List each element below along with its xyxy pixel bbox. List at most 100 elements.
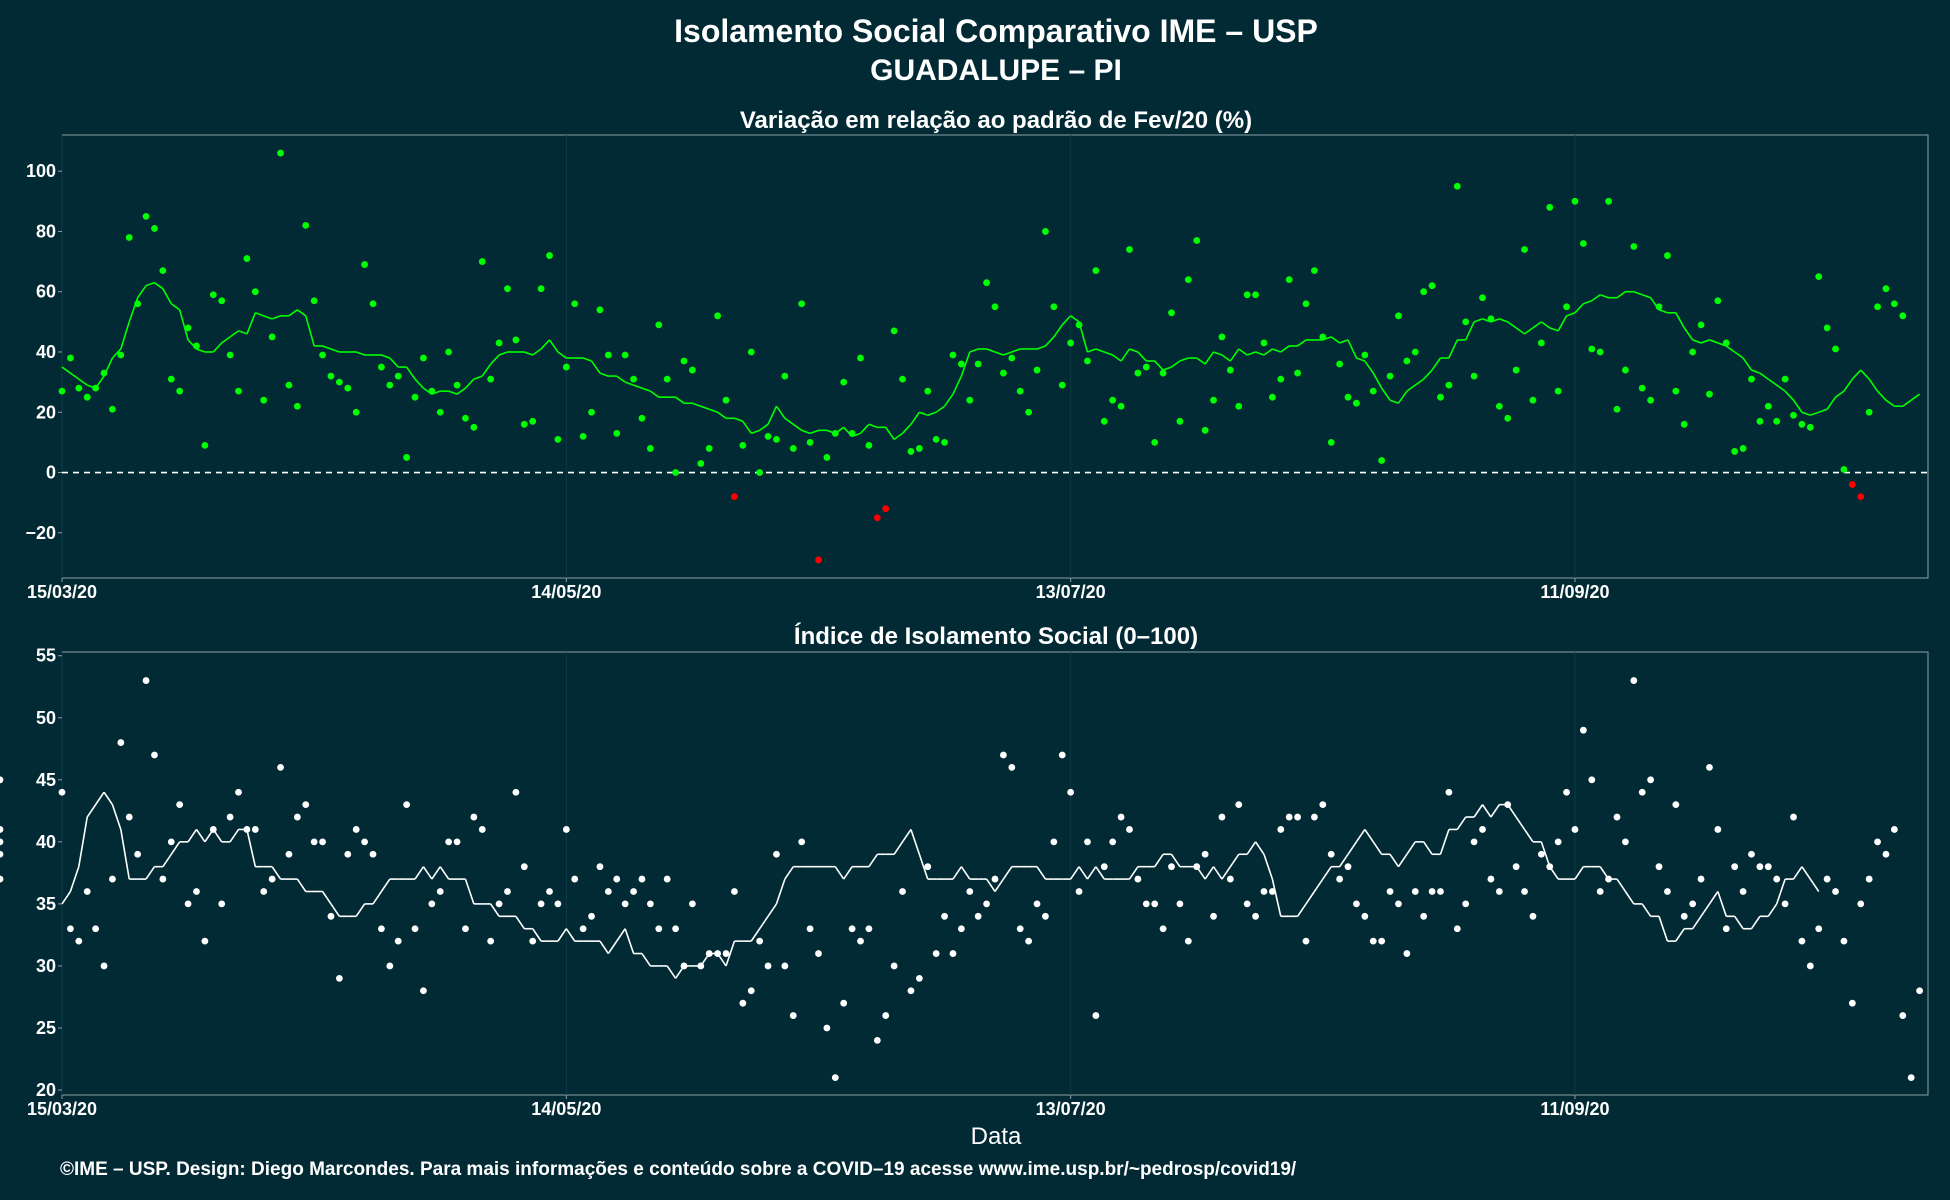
panel2-point (1495, 888, 1503, 895)
panel2-point (1016, 925, 1024, 933)
panel2-point (1647, 776, 1655, 784)
panel2-point (1369, 937, 1377, 945)
panel2-trend-segment (1397, 853, 1408, 868)
panel2-point (747, 987, 755, 995)
panel1-point (1781, 375, 1789, 383)
panel2-point (520, 863, 528, 871)
panel1-trend-segment (1196, 357, 1206, 365)
panel2-trend-segment (162, 853, 172, 868)
panel1-trend-segment (1171, 360, 1181, 368)
panel1-trend-segment (717, 411, 727, 419)
panel2-point (378, 925, 385, 933)
panel1-point (983, 279, 990, 287)
panel2-point (1361, 912, 1369, 920)
panel1-trend-segment (1751, 369, 1761, 374)
panel2-trend-segment (330, 903, 341, 917)
panel1-point (1117, 402, 1125, 410)
panel1-point (1672, 387, 1680, 395)
panel2-point (613, 875, 621, 883)
panel1-point (554, 435, 562, 443)
panel1-point (369, 300, 377, 308)
panel1-point (1739, 445, 1747, 452)
panel2-trend-segment (515, 915, 525, 930)
panel1-trend-segment (943, 393, 954, 407)
panel2-point (1579, 726, 1587, 734)
panel1-point (100, 369, 108, 377)
panel1-point (840, 378, 848, 386)
panel2-point (218, 900, 226, 908)
panel1-y-tick-label: 80 (36, 221, 56, 241)
panel1-trend-segment (616, 375, 626, 383)
panel2-trend-segment (271, 866, 282, 880)
panel1-trend-segment (792, 423, 803, 431)
panel1-point (403, 454, 411, 461)
panel2-point (0, 875, 4, 883)
panel2-point (75, 937, 83, 945)
panel1-point (1529, 396, 1537, 404)
panel1-trend-segment (448, 390, 458, 395)
panel1-trend-segment (1633, 290, 1643, 296)
panel1-point (470, 423, 478, 431)
panel1-point (1277, 375, 1285, 383)
panel1-trend-segment (1616, 291, 1626, 299)
panel2-point (899, 888, 906, 895)
panel2-point (1327, 850, 1335, 858)
panel2-point (1193, 863, 1201, 871)
panel1-point (1512, 366, 1520, 374)
panel2-point (882, 1012, 890, 1019)
panel1-x-tick-label: 15/03/20 (27, 582, 97, 602)
panel1-point (1714, 297, 1722, 305)
panel2-point (209, 826, 217, 833)
panel1-point (1016, 387, 1024, 395)
panel1-point (773, 435, 780, 443)
panel2-point (596, 863, 604, 871)
panel2-point (1613, 813, 1621, 821)
panel1-point (184, 324, 192, 332)
panel2-point (1201, 850, 1209, 858)
panel2-trend-segment (1439, 829, 1450, 855)
panel2-point (167, 838, 175, 846)
panel1-point (789, 445, 797, 452)
panel1-trend-segment (1549, 327, 1559, 332)
panel1-trend-segment (1683, 327, 1694, 341)
panel1-point (134, 300, 142, 308)
panel1-point (58, 387, 66, 395)
panel1-point (478, 258, 486, 265)
panel1-trend-segment (1423, 369, 1433, 380)
panel2-point (1092, 1012, 1100, 1019)
panel1-trend-segment (524, 351, 533, 356)
panel2-point (1714, 826, 1722, 833)
panel1-point (285, 381, 293, 389)
panel1-point (151, 225, 158, 232)
panel2-point (840, 999, 848, 1007)
panel1-trend-segment (986, 348, 996, 353)
panel2-point (1084, 838, 1091, 846)
panel2-point (1882, 850, 1890, 858)
panel1-trend-segment (1061, 315, 1072, 326)
panel1-point (672, 469, 679, 476)
panel1-trend-segment (1464, 321, 1475, 341)
panel1-trend-segment (221, 336, 231, 344)
panel1-point (1336, 360, 1344, 368)
panel1-trend-segment (271, 315, 281, 320)
panel1-point (537, 285, 545, 293)
panel1-point (1874, 303, 1881, 311)
panel2-point (100, 962, 108, 970)
panel2-point (1302, 937, 1310, 945)
panel2-point (1588, 776, 1596, 784)
panel1-point (756, 469, 764, 476)
panel2-point (798, 838, 806, 846)
panel2-point (411, 925, 419, 933)
panel2-point (722, 950, 730, 957)
panel1-point (310, 297, 318, 305)
panel1-trend-segment (1566, 312, 1576, 317)
panel1-trend-segment (1129, 348, 1139, 353)
panel1-y-tick-label: 40 (36, 342, 56, 362)
panel2-point (1512, 863, 1520, 871)
panel1-point (1176, 417, 1184, 425)
panel1-point (1655, 303, 1663, 311)
panel1-point (1311, 267, 1318, 275)
panel2-trend-segment (985, 878, 996, 892)
panel1-point (848, 429, 856, 437)
panel1-trend-segment (1095, 348, 1105, 353)
